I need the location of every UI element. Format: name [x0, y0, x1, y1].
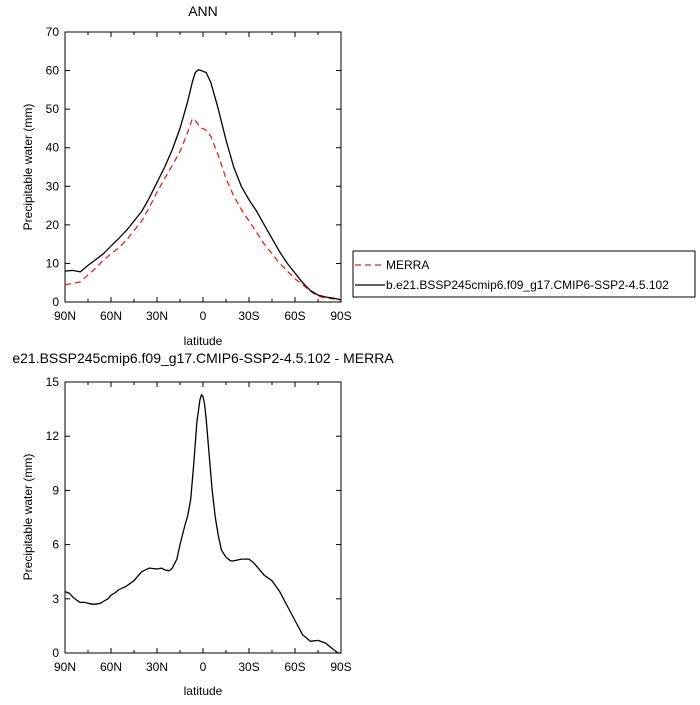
top-x-tick-label: 90S — [330, 309, 351, 323]
top-x-tick-label: 90N — [54, 309, 76, 323]
top-y-tick-label: 0 — [52, 295, 59, 309]
top-plot-frame — [64, 31, 342, 303]
top-y-axis: 0 10 20 30 40 50 60 70 — [46, 25, 341, 309]
legend: MERRA b.e21.BSSP245cmip6.f09_g17.CMIP6-S… — [352, 250, 696, 298]
bottom-series-line-0 — [64, 393, 341, 654]
top-x-tick-label: 60N — [100, 309, 122, 323]
bottom-y-tick-label: 0 — [52, 646, 59, 660]
bottom-y-tick-label: 9 — [52, 483, 59, 497]
bottom-chart-title: e21.BSSP245cmip6.f09_g17.CMIP6-SSP2-4.5.… — [12, 350, 394, 366]
bottom-x-tick-label: 90N — [54, 660, 76, 674]
top-x-tick-label: 0 — [200, 309, 207, 323]
bottom-x-tick-label: 30S — [238, 660, 259, 674]
bottom-x-tick-label: 60S — [284, 660, 305, 674]
legend-label-model: b.e21.BSSP245cmip6.f09_g17.CMIP6-SSP2-4.… — [386, 278, 669, 292]
bottom-plot-frame — [64, 381, 342, 654]
top-chart-title: ANN — [188, 3, 218, 19]
bottom-y-tick-label: 6 — [52, 538, 59, 552]
top-x-tick-label: 30S — [238, 309, 259, 323]
top-y-tick-label: 60 — [46, 64, 60, 78]
bottom-series-group — [64, 393, 341, 654]
top-series-group — [64, 69, 342, 301]
legend-label-merra: MERRA — [386, 258, 429, 272]
bottom-y-tick-label: 12 — [46, 429, 60, 443]
bottom-x-tick-label: 30N — [146, 660, 168, 674]
top-x-axis: 90N 60N 30N 0 30S 60S 90S — [54, 32, 352, 323]
top-x-axis-label: latitude — [184, 334, 223, 348]
bottom-y-tick-label: 15 — [46, 375, 60, 389]
bottom-x-axis: 90N 60N 30N 0 30S 60S 90S — [54, 382, 352, 674]
bottom-x-tick-label: 60N — [100, 660, 122, 674]
legend-box — [352, 250, 696, 298]
bottom-y-tick-label: 3 — [52, 592, 59, 606]
bottom-y-axis-label: Precipitable water (mm) — [21, 454, 35, 581]
bottom-y-axis: 0 3 6 9 12 15 — [46, 375, 341, 660]
top-x-tick-label: 60S — [284, 309, 305, 323]
top-y-axis-label: Precipitable water (mm) — [21, 104, 35, 231]
top-y-tick-label: 30 — [46, 179, 60, 193]
bottom-x-tick-label: 0 — [200, 660, 207, 674]
top-x-tick-label: 30N — [146, 309, 168, 323]
bottom-x-tick-label: 90S — [330, 660, 351, 674]
top-series-line-0 — [64, 118, 342, 301]
top-y-tick-label: 70 — [46, 25, 60, 39]
bottom-x-axis-label: latitude — [184, 684, 223, 698]
bottom-chart: e21.BSSP245cmip6.f09_g17.CMIP6-SSP2-4.5.… — [12, 350, 394, 698]
top-y-tick-label: 10 — [46, 256, 60, 270]
top-y-tick-label: 40 — [46, 141, 60, 155]
top-y-tick-label: 20 — [46, 218, 60, 232]
top-series-line-1 — [64, 69, 342, 301]
top-y-tick-label: 50 — [46, 102, 60, 116]
